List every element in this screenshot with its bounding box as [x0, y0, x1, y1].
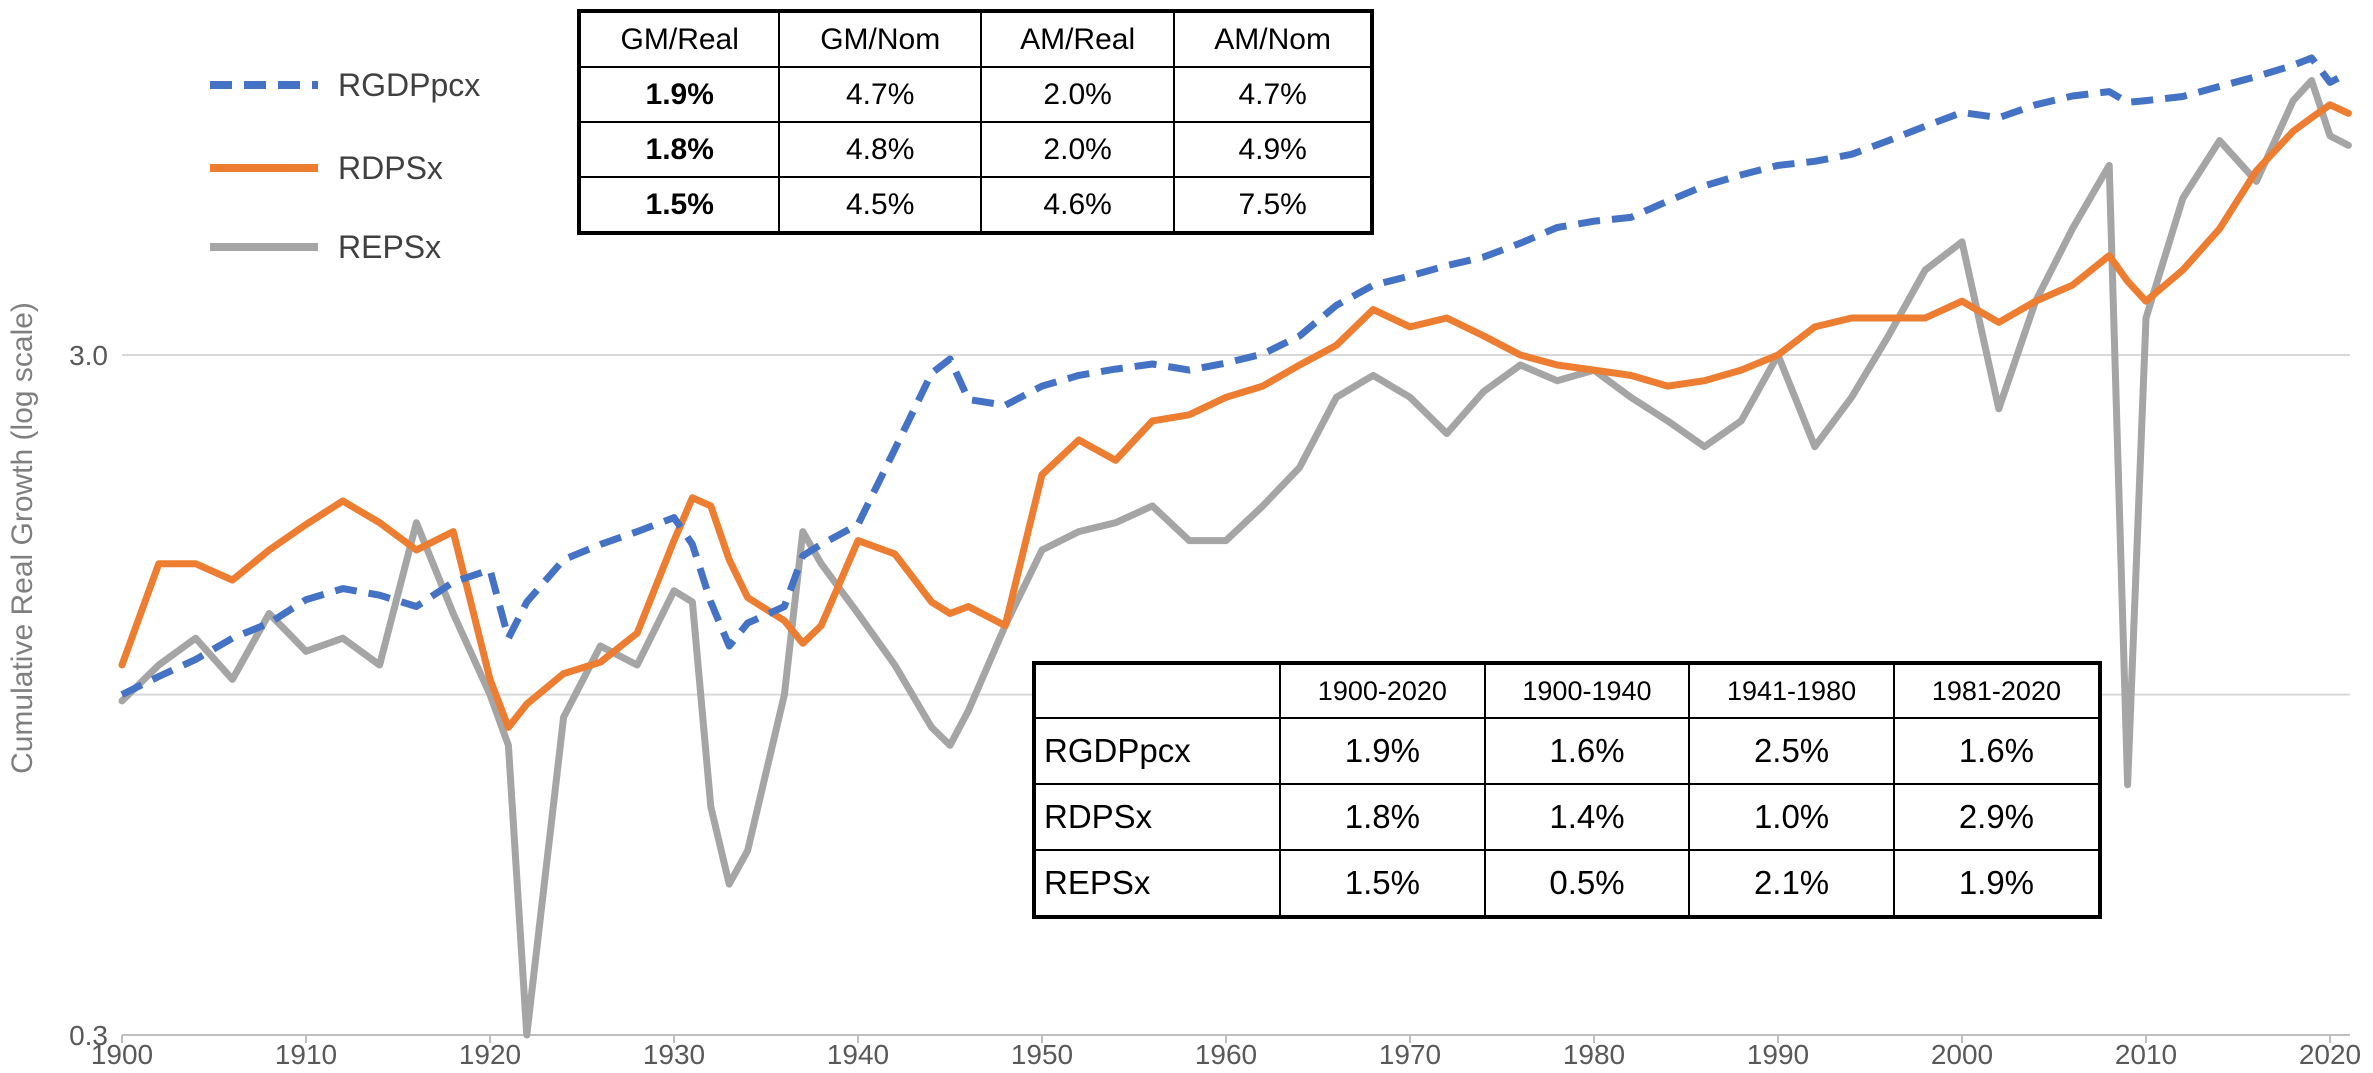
table-cell: 1.9%: [1279, 717, 1486, 785]
table-row-label: RDPSx: [1032, 783, 1282, 851]
table-header-cell: AM/Real: [979, 10, 1176, 68]
legend-label-rgdppcx: RGDPpcx: [338, 67, 480, 103]
table-corner-cell: [1034, 663, 1282, 719]
table-row-label: RGDPpcx: [1032, 717, 1282, 785]
table-row: 1.5% 4.5% 4.6% 7.5%: [577, 176, 1373, 234]
table-cell: 2.9%: [1892, 783, 2102, 851]
x-tick-label: 1990: [1747, 1039, 1809, 1070]
table-cell: 4.6%: [979, 176, 1176, 234]
summary-table-top: GM/Real GM/Nom AM/Real AM/Nom 1.9% 4.7% …: [577, 9, 1374, 235]
table-row: 1.8% 4.8% 2.0% 4.9%: [577, 121, 1373, 178]
table-cell: 2.5%: [1688, 717, 1895, 785]
legend: RGDPpcx RDPSx REPSx: [210, 67, 480, 265]
y-tick-label: 0.3: [69, 1020, 108, 1051]
table-header-row: GM/Real GM/Nom AM/Real AM/Nom: [577, 10, 1373, 68]
table-cell: 1.5%: [1279, 849, 1486, 918]
table-header-cell: AM/Nom: [1173, 10, 1373, 68]
series-line-rdpsx: [118, 101, 2352, 731]
table-cell: 1.9%: [577, 66, 781, 123]
series-line-rgdppcx: [120, 54, 2351, 698]
table-cell: 1.9%: [1892, 849, 2102, 918]
table-cell: 4.7%: [1173, 66, 1373, 123]
table-header-cell: GM/Nom: [778, 10, 982, 68]
axes: 0.3 3.0 1900 1910 1920 1930 1940 1950 1960 1970 19…: [69, 340, 2361, 1070]
x-tick-label: 1920: [459, 1039, 521, 1070]
period-table-bottom: 1900-2020 1900-1940 1941-1980 1981-2020 …: [1032, 661, 2102, 919]
table-cell: 0.5%: [1483, 849, 1691, 918]
table-cell: 1.0%: [1688, 783, 1895, 851]
x-tick-label: 2020: [2299, 1039, 2361, 1070]
table-cell: 1.6%: [1483, 717, 1691, 785]
table-cell: 4.8%: [778, 121, 982, 178]
table-header-cell: 1981-2020: [1892, 662, 2102, 719]
table-cell: 4.5%: [778, 176, 982, 234]
y-tick-label: 3.0: [69, 340, 108, 371]
table-header-cell: 1941-1980: [1688, 662, 1895, 719]
x-tick-label: 1980: [1563, 1039, 1625, 1070]
table-row: 1.9% 4.7% 2.0% 4.7%: [577, 66, 1373, 123]
table-cell: 2.0%: [979, 66, 1176, 123]
table-header-cell: 1900-1940: [1483, 662, 1691, 719]
x-tick-label: 2010: [2115, 1039, 2177, 1070]
x-tick-label: 1910: [275, 1039, 337, 1070]
table-cell: 2.1%: [1688, 849, 1895, 918]
x-tick-label: 1900: [91, 1039, 153, 1070]
x-tick-label: 1930: [643, 1039, 705, 1070]
legend-label-rdpsx: RDPSx: [338, 150, 443, 186]
table-cell: 1.5%: [577, 176, 781, 234]
table-cell: 4.7%: [778, 66, 982, 123]
table-cell: 1.8%: [1279, 783, 1486, 851]
table-row: RGDPpcx 1.9% 1.6% 2.5% 1.6%: [1032, 717, 2102, 785]
x-tick-label: 2000: [1931, 1039, 1993, 1070]
table-cell: 1.4%: [1483, 783, 1691, 851]
table-header-row: 1900-2020 1900-1940 1941-1980 1981-2020: [1034, 662, 2102, 719]
table-row-label: REPSx: [1032, 849, 1282, 918]
x-tick-label: 1940: [827, 1039, 889, 1070]
table-cell: 1.6%: [1892, 717, 2102, 785]
legend-label-repsx: REPSx: [338, 229, 441, 265]
table-cell: 4.9%: [1173, 121, 1373, 178]
table-row: REPSx 1.5% 0.5% 2.1% 1.9%: [1032, 849, 2102, 918]
table-header-cell: GM/Real: [577, 10, 781, 68]
series-lines: [118, 54, 2352, 1039]
y-axis-label: Cumulative Real Growth (log scale): [6, 302, 39, 774]
table-header-cell: 1900-2020: [1279, 662, 1486, 719]
x-tick-label: 1970: [1379, 1039, 1441, 1070]
table-cell: 2.0%: [979, 121, 1176, 178]
table-cell: 7.5%: [1173, 176, 1373, 234]
x-tick-label: 1950: [1011, 1039, 1073, 1070]
table-cell: 1.8%: [577, 121, 781, 178]
series-line-repsx: [118, 77, 2352, 1039]
x-tick-label: 1960: [1195, 1039, 1257, 1070]
table-row: RDPSx 1.8% 1.4% 1.0% 2.9%: [1032, 783, 2102, 851]
